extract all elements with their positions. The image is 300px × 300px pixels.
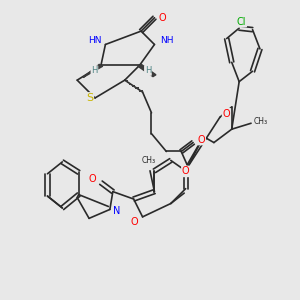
Text: O: O bbox=[158, 13, 166, 23]
Text: O: O bbox=[130, 217, 138, 227]
Text: HN: HN bbox=[88, 36, 102, 45]
Text: O: O bbox=[182, 167, 190, 176]
Text: CH₃: CH₃ bbox=[254, 117, 268, 126]
Text: S: S bbox=[86, 93, 93, 103]
Text: NH: NH bbox=[160, 36, 174, 45]
Text: Cl: Cl bbox=[237, 16, 246, 27]
Text: H: H bbox=[91, 66, 98, 75]
Text: CH₃: CH₃ bbox=[142, 157, 156, 166]
Text: H: H bbox=[145, 66, 151, 75]
Text: O: O bbox=[223, 109, 230, 119]
Text: O: O bbox=[89, 173, 96, 184]
Polygon shape bbox=[83, 64, 103, 77]
Text: N: N bbox=[113, 206, 120, 216]
Text: O: O bbox=[198, 135, 205, 145]
Polygon shape bbox=[138, 64, 156, 76]
